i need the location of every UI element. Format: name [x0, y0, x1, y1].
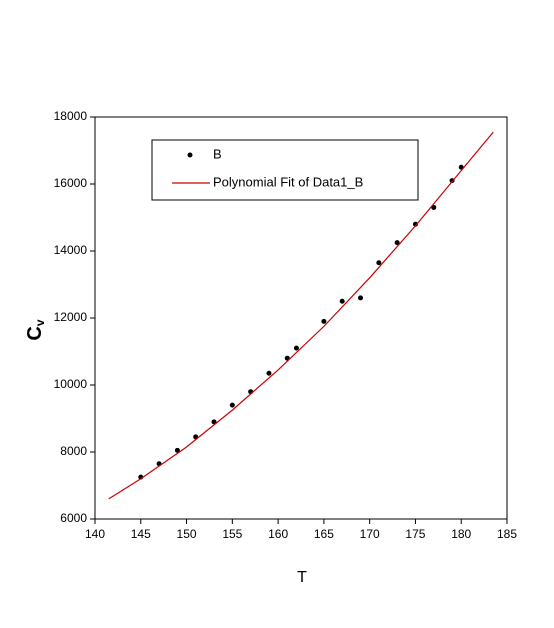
y-tick-label: 8000: [60, 444, 87, 458]
data-point: [321, 318, 327, 324]
legend-label: Polynomial Fit of Data1_B: [213, 174, 363, 189]
data-point: [293, 345, 299, 351]
x-tick-label: 170: [360, 527, 380, 541]
y-axis-label-subscript: v: [33, 319, 47, 326]
x-tick-label: 165: [314, 527, 334, 541]
data-point: [266, 370, 272, 376]
y-tick-label: 14000: [54, 243, 88, 257]
legend-label: B: [213, 146, 222, 161]
y-tick-label: 6000: [60, 511, 87, 525]
y-axis-label-main: C: [24, 326, 46, 340]
legend-marker: [187, 152, 193, 158]
x-tick-label: 155: [222, 527, 242, 541]
data-point: [229, 402, 235, 408]
legend-box: [151, 139, 419, 201]
data-point: [376, 260, 382, 266]
x-tick-label: 180: [451, 527, 471, 541]
data-point: [339, 298, 345, 304]
x-tick-label: 145: [131, 527, 151, 541]
y-axis-label: Cv: [24, 319, 47, 340]
x-tick-label: 160: [268, 527, 288, 541]
data-point: [174, 447, 180, 453]
x-tick-label: 140: [85, 527, 105, 541]
x-tick-label: 175: [405, 527, 425, 541]
x-axis-label: T: [297, 569, 307, 586]
y-tick-label: 12000: [54, 310, 88, 324]
x-tick-label: 185: [497, 527, 517, 541]
y-tick-label: 18000: [54, 109, 88, 123]
y-tick-label: 10000: [54, 377, 88, 391]
data-point: [412, 221, 418, 227]
data-point: [358, 295, 364, 301]
y-tick-label: 16000: [54, 176, 88, 190]
fit-line: [108, 131, 494, 500]
data-point: [394, 240, 400, 246]
x-tick-label: 150: [177, 527, 197, 541]
